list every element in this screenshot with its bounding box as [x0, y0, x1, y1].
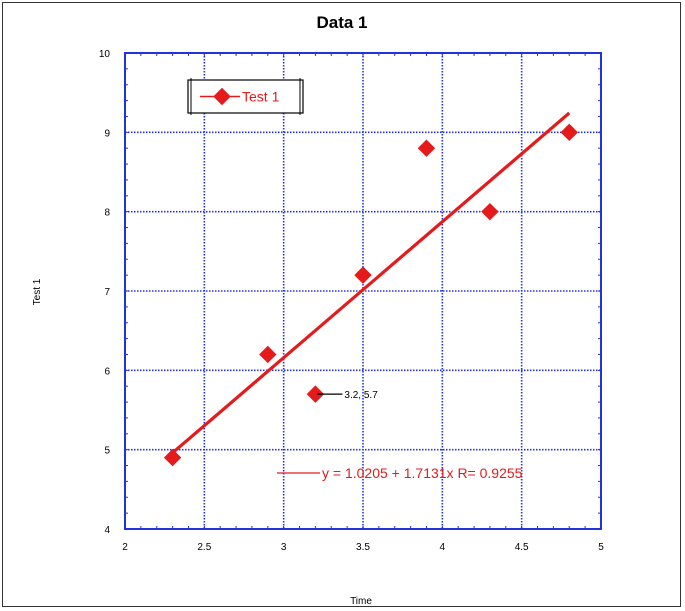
- data-point: [165, 450, 181, 466]
- y-tick-label: 4: [104, 525, 110, 536]
- y-tick-label: 5: [104, 446, 110, 457]
- chart-title: Data 1: [316, 13, 367, 32]
- data-point: [355, 267, 371, 283]
- legend: Test 1: [188, 78, 303, 115]
- x-tick-label: 4.5: [515, 542, 529, 553]
- fit-line: [173, 113, 570, 453]
- x-tick-label: 3: [281, 542, 287, 553]
- x-tick-label: 5: [598, 542, 604, 553]
- y-axis-label: Test 1: [32, 278, 43, 305]
- data-point: [482, 204, 498, 220]
- x-tick-label: 4: [440, 542, 446, 553]
- x-tick-label: 3.5: [356, 542, 370, 553]
- data-points: [165, 124, 578, 465]
- y-tick-label: 7: [104, 287, 110, 298]
- legend-label: Test 1: [242, 89, 280, 105]
- x-tick-label: 2: [122, 542, 128, 553]
- x-tick-label: 2.5: [197, 542, 211, 553]
- data-point: [561, 124, 577, 140]
- annotations: 3.2, 5.7 y = 1.0205 + 1.7131x R= 0.9255: [277, 390, 523, 481]
- y-tick-label: 6: [104, 366, 110, 377]
- y-tick-label: 8: [104, 208, 110, 219]
- fit-line-group: [173, 113, 570, 453]
- y-tick-label: 9: [104, 128, 110, 139]
- data-point: [260, 346, 276, 362]
- point-annotation-label: 3.2, 5.7: [344, 390, 378, 401]
- y-tick-label: 10: [99, 49, 111, 60]
- data-point: [418, 140, 434, 156]
- x-axis-label: Time: [350, 596, 372, 607]
- fit-equation-label: y = 1.0205 + 1.7131x R= 0.9255: [322, 465, 523, 481]
